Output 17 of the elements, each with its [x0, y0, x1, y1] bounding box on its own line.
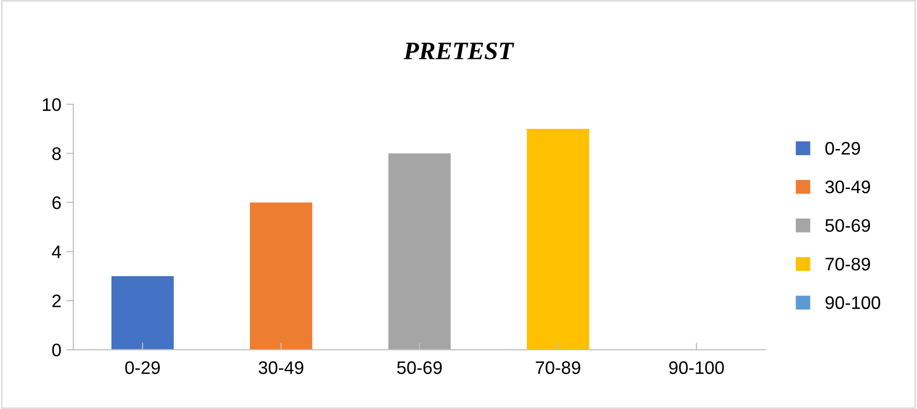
y-tick-label: 10 [42, 98, 61, 112]
y-tick-label: 8 [52, 147, 61, 160]
x-tick-label: 70-89 [536, 361, 580, 374]
x-tick-label: 0-29 [125, 361, 160, 374]
legend-label: 90-100 [826, 296, 880, 310]
chart-title: PRETEST [404, 42, 514, 60]
x-tick-label: 90-100 [669, 361, 724, 374]
y-tick-label: 0 [52, 344, 61, 356]
legend-label: 0-29 [825, 142, 860, 155]
legend-label: 30-49 [825, 180, 870, 194]
x-tick-label: 50-69 [397, 361, 442, 374]
legend-label: 50-69 [825, 219, 870, 232]
legend-label: 70-89 [826, 258, 870, 270]
y-tick-label: 2 [52, 294, 61, 308]
x-tick-label: 30-49 [258, 361, 304, 374]
y-tick-label: 4 [52, 246, 62, 258]
y-tick-label: 6 [52, 196, 61, 210]
